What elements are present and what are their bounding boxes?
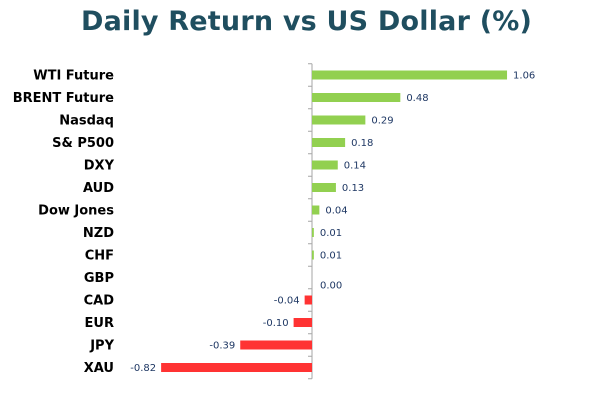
category-label: CAD xyxy=(84,294,115,309)
category-label: BRENT Future xyxy=(13,91,114,106)
data-label: 1.06 xyxy=(513,71,535,82)
bar xyxy=(161,363,312,372)
bar xyxy=(312,160,338,170)
category-label: AUD xyxy=(83,181,114,196)
bar xyxy=(312,70,508,80)
bar xyxy=(312,183,336,192)
category-label: GBP xyxy=(84,271,114,286)
bar xyxy=(312,205,320,215)
bar xyxy=(240,340,312,350)
category-label: JPY xyxy=(89,339,114,354)
bar xyxy=(312,228,314,237)
category-label: CHF xyxy=(85,249,114,264)
category-label: S& P500 xyxy=(52,136,114,151)
bar xyxy=(312,250,314,260)
bar xyxy=(304,295,312,305)
bar xyxy=(312,138,346,147)
bar xyxy=(293,318,312,327)
data-label: 0.00 xyxy=(320,281,342,292)
data-label: 0.13 xyxy=(342,183,364,194)
category-label: XAU xyxy=(84,361,114,376)
data-label: -0.39 xyxy=(209,341,235,352)
bar xyxy=(312,93,401,102)
data-label: 0.01 xyxy=(320,251,342,262)
category-label: NZD xyxy=(83,226,114,241)
category-label: DXY xyxy=(84,159,115,174)
data-label: -0.04 xyxy=(274,296,300,307)
data-label: 0.29 xyxy=(371,116,393,127)
category-label: WTI Future xyxy=(33,69,114,84)
data-label: 0.01 xyxy=(320,228,342,239)
category-label: Nasdaq xyxy=(59,114,114,129)
data-label: -0.10 xyxy=(263,318,289,329)
chart-title: Daily Return vs US Dollar (%) xyxy=(80,6,533,37)
data-label: 0.48 xyxy=(406,93,428,104)
category-label: EUR xyxy=(85,316,114,331)
category-label: Dow Jones xyxy=(38,204,114,219)
data-label: 0.18 xyxy=(351,138,373,149)
data-label: 0.04 xyxy=(325,206,347,217)
data-label: -0.82 xyxy=(130,363,156,374)
bar xyxy=(312,115,366,125)
data-label: 0.14 xyxy=(344,161,366,172)
